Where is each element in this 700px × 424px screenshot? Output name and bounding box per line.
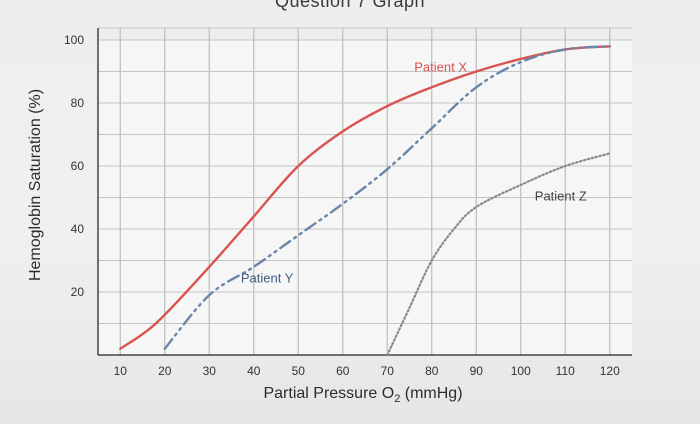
x-tick-label: 30 — [203, 364, 217, 378]
series-line-patient-y — [163, 45, 611, 350]
y-tick-label: 60 — [71, 159, 85, 173]
series-line-patient-x — [119, 45, 611, 350]
x-tick-label: 80 — [425, 364, 439, 378]
series-line-patient-z — [386, 152, 611, 357]
y-tick-label: 80 — [71, 96, 85, 110]
y-tick-label: 20 — [71, 285, 85, 299]
y-tick-label: 40 — [71, 222, 85, 236]
axes — [97, 28, 632, 356]
annotations: Patient X Patient Y Patient Z — [241, 60, 587, 286]
x-tick-label: 60 — [336, 364, 350, 378]
chart-header-title: Question 7 Graph — [274, 0, 426, 11]
x-tick-label: 20 — [158, 364, 172, 378]
x-tick-label: 50 — [292, 364, 306, 378]
x-tick-label: 10 — [114, 364, 128, 378]
annotation-patient-y: Patient Y — [241, 271, 294, 286]
annotation-patient-z: Patient Z — [535, 189, 587, 204]
x-axis-label: Partial Pressure O2 (mmHg) — [263, 385, 462, 405]
grid — [98, 27, 632, 355]
x-tick-label: 120 — [600, 364, 620, 378]
series-group — [119, 45, 611, 357]
y-tick-label: 100 — [64, 33, 84, 47]
y-axis-label: Hemoglobin Saturation (%) — [27, 89, 44, 281]
x-tick-label: 100 — [511, 364, 531, 378]
x-tick-label: 70 — [381, 364, 395, 378]
x-tick-label: 90 — [470, 364, 484, 378]
x-tick-label: 110 — [556, 364, 575, 378]
x-axis-label-subscript: 2 — [394, 393, 400, 405]
x-tick-label: 40 — [247, 364, 261, 378]
tick-labels: 10 20 30 40 50 60 70 80 90 100 110 120 20 40 60 80 100 — [64, 33, 620, 378]
annotation-patient-x: Patient X — [414, 60, 467, 75]
x-axis-label-main: Partial Pressure O — [263, 385, 394, 402]
x-axis-label-tail: (mmHg) — [400, 385, 462, 402]
header-strip: Question 7 Graph — [0, 0, 700, 18]
